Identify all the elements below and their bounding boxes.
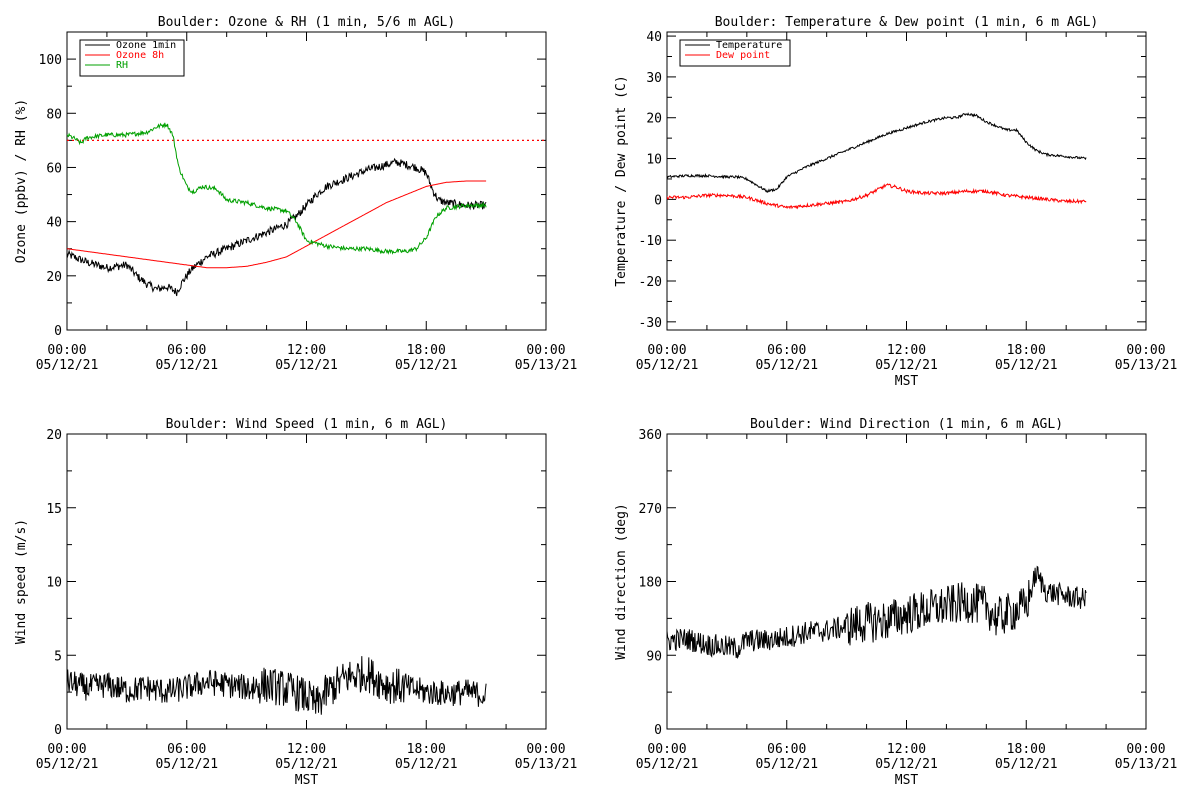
x-tick-label: 00:00 xyxy=(526,742,565,757)
series-line-temperature xyxy=(667,112,1087,193)
x-tick-date-label: 05/12/21 xyxy=(155,757,218,772)
y-axis-label: Wind direction (deg) xyxy=(614,503,629,660)
y-axis-label: Temperature / Dew point (C) xyxy=(614,75,629,286)
series-line-ozone-8h xyxy=(67,180,487,269)
y-tick-label: 5 xyxy=(54,649,62,664)
y-tick-label: 80 xyxy=(46,107,62,122)
chart-title: Boulder: Ozone & RH (1 min, 5/6 m AGL) xyxy=(158,15,455,30)
x-tick-date-label: 05/13/21 xyxy=(515,358,578,373)
x-axis-label: MST xyxy=(295,773,319,788)
x-tick-label: 12:00 xyxy=(287,343,326,358)
x-tick-label: 00:00 xyxy=(647,343,686,358)
x-tick-date-label: 05/12/21 xyxy=(275,757,338,772)
legend-label: Ozone 1min xyxy=(116,40,176,51)
x-tick-label: 12:00 xyxy=(287,742,326,757)
x-tick-date-label: 05/12/21 xyxy=(395,358,458,373)
x-tick-date-label: 05/12/21 xyxy=(995,757,1058,772)
y-tick-label: -30 xyxy=(639,316,662,331)
y-tick-label: 40 xyxy=(646,30,662,45)
x-tick-label: 18:00 xyxy=(407,742,446,757)
x-tick-label: 12:00 xyxy=(887,742,926,757)
y-axis-label: Ozone (ppbv) / RH (%) xyxy=(14,99,29,263)
legend-label: Ozone 8h xyxy=(116,50,164,61)
x-tick-label: 00:00 xyxy=(647,742,686,757)
chart-title: Boulder: Temperature & Dew point (1 min,… xyxy=(715,15,1099,30)
x-tick-label: 00:00 xyxy=(526,343,565,358)
x-tick-date-label: 05/12/21 xyxy=(875,757,938,772)
x-tick-label: 00:00 xyxy=(47,343,86,358)
y-tick-label: 90 xyxy=(646,649,662,664)
x-axis-label: MST xyxy=(895,374,919,389)
y-tick-label: 10 xyxy=(46,576,62,591)
x-tick-date-label: 05/12/21 xyxy=(155,358,218,373)
y-tick-label: 20 xyxy=(46,270,62,285)
y-axis-label: Wind speed (m/s) xyxy=(14,519,29,644)
x-tick-date-label: 05/12/21 xyxy=(395,757,458,772)
x-tick-label: 06:00 xyxy=(167,343,206,358)
x-tick-date-label: 05/12/21 xyxy=(755,757,818,772)
x-tick-label: 18:00 xyxy=(407,343,446,358)
x-tick-label: 18:00 xyxy=(1007,343,1046,358)
x-tick-label: 06:00 xyxy=(767,742,806,757)
x-tick-date-label: 05/13/21 xyxy=(1115,358,1178,373)
x-tick-date-label: 05/12/21 xyxy=(275,358,338,373)
plot-frame xyxy=(666,31,1147,331)
y-tick-label: -20 xyxy=(639,275,662,290)
series-line-ozone-1min xyxy=(67,157,487,297)
x-tick-date-label: 05/13/21 xyxy=(1115,757,1178,772)
x-tick-date-label: 05/12/21 xyxy=(875,358,938,373)
legend-box xyxy=(679,39,791,67)
x-tick-date-label: 05/12/21 xyxy=(636,757,699,772)
y-tick-label: 0 xyxy=(54,723,62,738)
legend-box xyxy=(79,39,185,77)
x-tick-date-label: 05/12/21 xyxy=(36,757,99,772)
y-tick-label: 60 xyxy=(46,161,62,176)
y-tick-label: 20 xyxy=(646,112,662,127)
y-tick-label: 30 xyxy=(646,71,662,86)
x-tick-date-label: 05/12/21 xyxy=(995,358,1058,373)
x-tick-date-label: 05/13/21 xyxy=(515,757,578,772)
plot-frame xyxy=(666,433,1147,730)
y-tick-label: 20 xyxy=(46,428,62,443)
series-line-dew-point xyxy=(667,183,1087,210)
y-tick-label: 0 xyxy=(54,324,62,339)
y-tick-label: 270 xyxy=(639,502,662,517)
x-axis-label: MST xyxy=(895,773,919,788)
y-tick-label: 10 xyxy=(646,153,662,168)
chart-title: Boulder: Wind Direction (1 min, 6 m AGL) xyxy=(750,417,1063,432)
panel-4: Boulder: Wind Direction (1 min, 6 m AGL)… xyxy=(614,417,1177,788)
x-tick-label: 06:00 xyxy=(767,343,806,358)
x-tick-date-label: 05/12/21 xyxy=(755,358,818,373)
y-tick-label: -10 xyxy=(639,234,662,249)
x-tick-label: 00:00 xyxy=(47,742,86,757)
x-tick-label: 12:00 xyxy=(887,343,926,358)
y-tick-label: 0 xyxy=(654,723,662,738)
y-tick-label: 360 xyxy=(639,428,662,443)
series-line-data xyxy=(67,656,487,715)
y-tick-label: 15 xyxy=(46,502,62,517)
y-tick-label: 100 xyxy=(39,53,62,68)
chart-title: Boulder: Wind Speed (1 min, 6 m AGL) xyxy=(166,417,448,432)
x-tick-date-label: 05/12/21 xyxy=(36,358,99,373)
y-tick-label: 0 xyxy=(654,193,662,208)
panel-2: Boulder: Temperature & Dew point (1 min,… xyxy=(614,15,1177,389)
series-line-rh xyxy=(67,122,487,255)
y-tick-label: 180 xyxy=(639,576,662,591)
y-tick-label: 40 xyxy=(46,216,62,231)
legend-label: Dew point xyxy=(716,50,770,61)
legend-label: Temperature xyxy=(716,40,782,51)
x-tick-label: 00:00 xyxy=(1126,343,1165,358)
panel-3: Boulder: Wind Speed (1 min, 6 m AGL) 0 5 10… xyxy=(14,417,577,788)
panel-1: Boulder: Ozone & RH (1 min, 5/6 m AGL) 0 2… xyxy=(14,15,577,373)
x-tick-label: 06:00 xyxy=(167,742,206,757)
x-tick-date-label: 05/12/21 xyxy=(636,358,699,373)
legend-label: RH xyxy=(116,60,128,71)
x-tick-label: 18:00 xyxy=(1007,742,1046,757)
series-line-data xyxy=(667,565,1087,660)
x-tick-label: 00:00 xyxy=(1126,742,1165,757)
